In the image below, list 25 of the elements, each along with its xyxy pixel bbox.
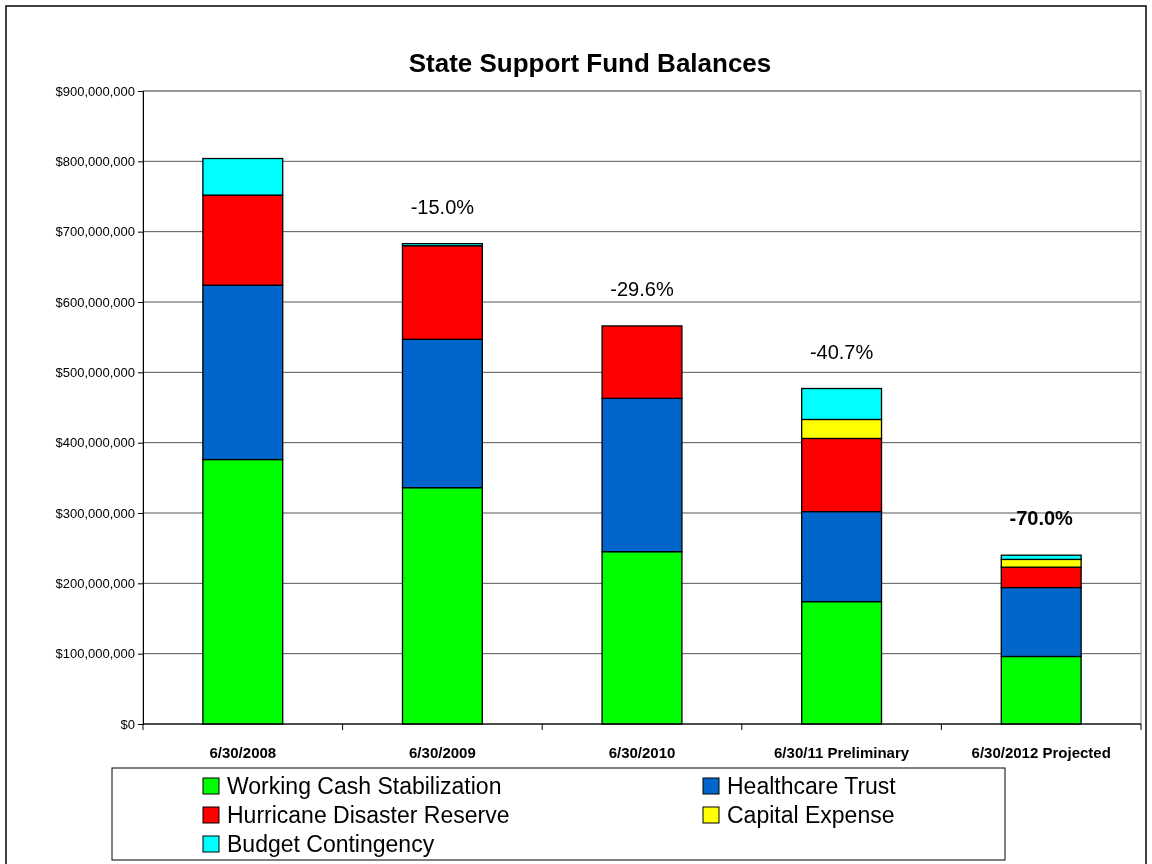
x-tick-label: 6/30/11 Preliminary — [774, 744, 910, 761]
legend-label: Hurricane Disaster Reserve — [227, 802, 510, 828]
y-tick-label: $900,000,000 — [55, 83, 135, 99]
x-tick-label: 6/30/2008 — [209, 744, 277, 761]
annotation: -29.6% — [610, 277, 674, 300]
y-tick-label: $500,000,000 — [55, 364, 135, 380]
chart-title: State Support Fund Balances — [408, 48, 772, 78]
y-tick-label: $700,000,000 — [55, 224, 135, 240]
x-tick-label: 6/30/2009 — [409, 744, 476, 761]
annotation: -70.0% — [1009, 507, 1074, 530]
annotation: -40.7% — [809, 340, 874, 363]
y-tick-label: $600,000,000 — [55, 294, 135, 310]
y-tick-label: $400,000,000 — [55, 435, 135, 451]
y-tick-label: $100,000,000 — [55, 646, 135, 662]
legend-label: Working Cash Stabilization — [227, 773, 502, 799]
x-tick-label: 6/30/2012 Projected — [971, 744, 1111, 761]
y-tick-label: $0 — [120, 716, 135, 732]
y-tick-label: $200,000,000 — [55, 575, 135, 591]
y-tick-label: $800,000,000 — [55, 153, 135, 169]
y-tick-label: $300,000,000 — [55, 505, 135, 521]
legend-label: Budget Contingency — [227, 831, 435, 857]
x-tick-label: 6/30/2010 — [608, 744, 676, 761]
annotation: -15.0% — [410, 195, 475, 218]
legend-label: Capital Expense — [727, 802, 895, 828]
legend-label: Healthcare Trust — [727, 773, 897, 799]
